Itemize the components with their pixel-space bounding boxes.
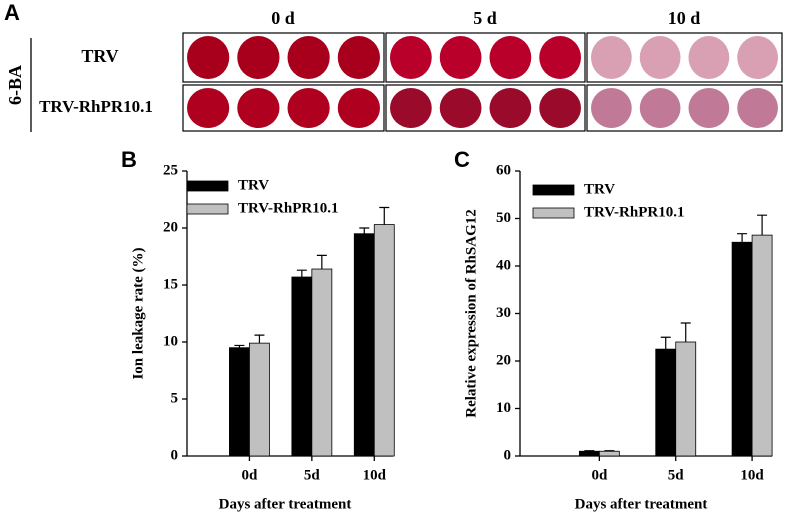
y-tick-label: 5 — [171, 390, 179, 406]
x-tick-label: 10d — [740, 467, 764, 483]
bar — [311, 268, 333, 457]
plate-box — [182, 32, 385, 83]
row-label: TRV — [81, 46, 118, 66]
column-label: 0 d — [271, 8, 295, 28]
error-bar — [359, 227, 370, 234]
plate — [639, 36, 681, 79]
column-label: 5 d — [473, 8, 497, 28]
bar — [598, 450, 620, 457]
plate — [737, 36, 778, 79]
y-tick-label: 0 — [504, 447, 512, 463]
legend-label: TRV — [238, 177, 269, 193]
y-tick-label: 20 — [163, 219, 178, 235]
legend-swatch — [532, 184, 575, 196]
y-tick-label: 25 — [163, 162, 178, 178]
plate — [337, 36, 380, 79]
bar — [291, 276, 313, 457]
plate — [737, 88, 778, 128]
error-bar — [296, 269, 307, 278]
plate-box — [385, 32, 586, 83]
column-label: 10 d — [668, 8, 701, 28]
legend-swatch — [186, 180, 229, 192]
x-axis-title: Days after treatment — [575, 496, 708, 512]
bar — [751, 234, 773, 457]
error-bar — [660, 336, 671, 350]
y-tick-label: 0 — [171, 447, 179, 463]
plate — [591, 36, 632, 79]
y-tick-label: 10 — [163, 333, 178, 349]
error-bar — [234, 344, 245, 348]
y-axis-title: Ion leakage rate (%) — [130, 247, 146, 379]
plate — [489, 36, 532, 79]
error-bar — [254, 334, 265, 344]
legend-label: TRV-RhPR10.1 — [238, 200, 338, 216]
plate — [287, 88, 330, 128]
plate — [237, 36, 280, 79]
x-tick-label: 10d — [363, 467, 387, 483]
panel-label: C — [454, 147, 470, 172]
y-tick-label: 15 — [163, 276, 178, 292]
legend-swatch — [186, 203, 229, 215]
panel-label: B — [121, 147, 137, 172]
plate — [187, 88, 230, 128]
y-tick-label: 10 — [496, 400, 511, 416]
y-axis-title: Relative expression of RhSAG12 — [463, 209, 479, 417]
plate — [390, 36, 432, 79]
x-tick-label: 5d — [668, 467, 685, 483]
plate — [337, 88, 380, 128]
bar — [353, 233, 375, 457]
error-bar — [757, 214, 768, 236]
plate — [591, 88, 632, 128]
y-tick-label: 50 — [496, 210, 511, 226]
plate — [439, 36, 482, 79]
legend-label: TRV-RhPR10.1 — [584, 204, 684, 220]
x-axis-title: Days after treatment — [219, 496, 352, 512]
y-tick-label: 20 — [496, 352, 511, 368]
y-tick-label: 30 — [496, 305, 511, 321]
plate — [688, 88, 730, 128]
plate — [539, 88, 581, 128]
x-tick-label: 5d — [304, 467, 321, 483]
bar — [675, 341, 697, 457]
row-label: TRV-RhPR10.1 — [39, 97, 153, 116]
plate — [489, 88, 532, 128]
y-tick-label: 40 — [496, 257, 511, 273]
legend-swatch — [532, 207, 575, 219]
plates — [182, 32, 783, 132]
plate — [287, 36, 330, 79]
panel-label: A — [4, 0, 20, 25]
plate — [390, 88, 432, 128]
plate — [539, 36, 581, 79]
bar — [249, 342, 270, 457]
bar — [373, 224, 395, 457]
y-tick-label: 60 — [496, 162, 511, 178]
plate-box — [182, 84, 385, 132]
bar — [578, 450, 600, 457]
error-bar — [680, 322, 691, 342]
plate — [187, 36, 230, 79]
treatment-label: 6-BA — [5, 65, 25, 105]
plate — [639, 88, 681, 128]
x-tick-label: 0d — [242, 467, 259, 483]
plate — [439, 88, 482, 128]
error-bar — [316, 254, 327, 270]
error-bar — [379, 206, 390, 225]
plate — [237, 88, 280, 128]
legend-label: TRV — [584, 181, 615, 197]
plate-box — [385, 84, 586, 132]
x-tick-label: 0d — [591, 467, 608, 483]
bar — [731, 241, 753, 457]
plate-box — [586, 84, 783, 132]
error-bar — [737, 233, 748, 243]
plate — [688, 36, 730, 79]
plate-box — [586, 32, 783, 83]
bar — [229, 347, 250, 457]
bar — [655, 348, 677, 457]
